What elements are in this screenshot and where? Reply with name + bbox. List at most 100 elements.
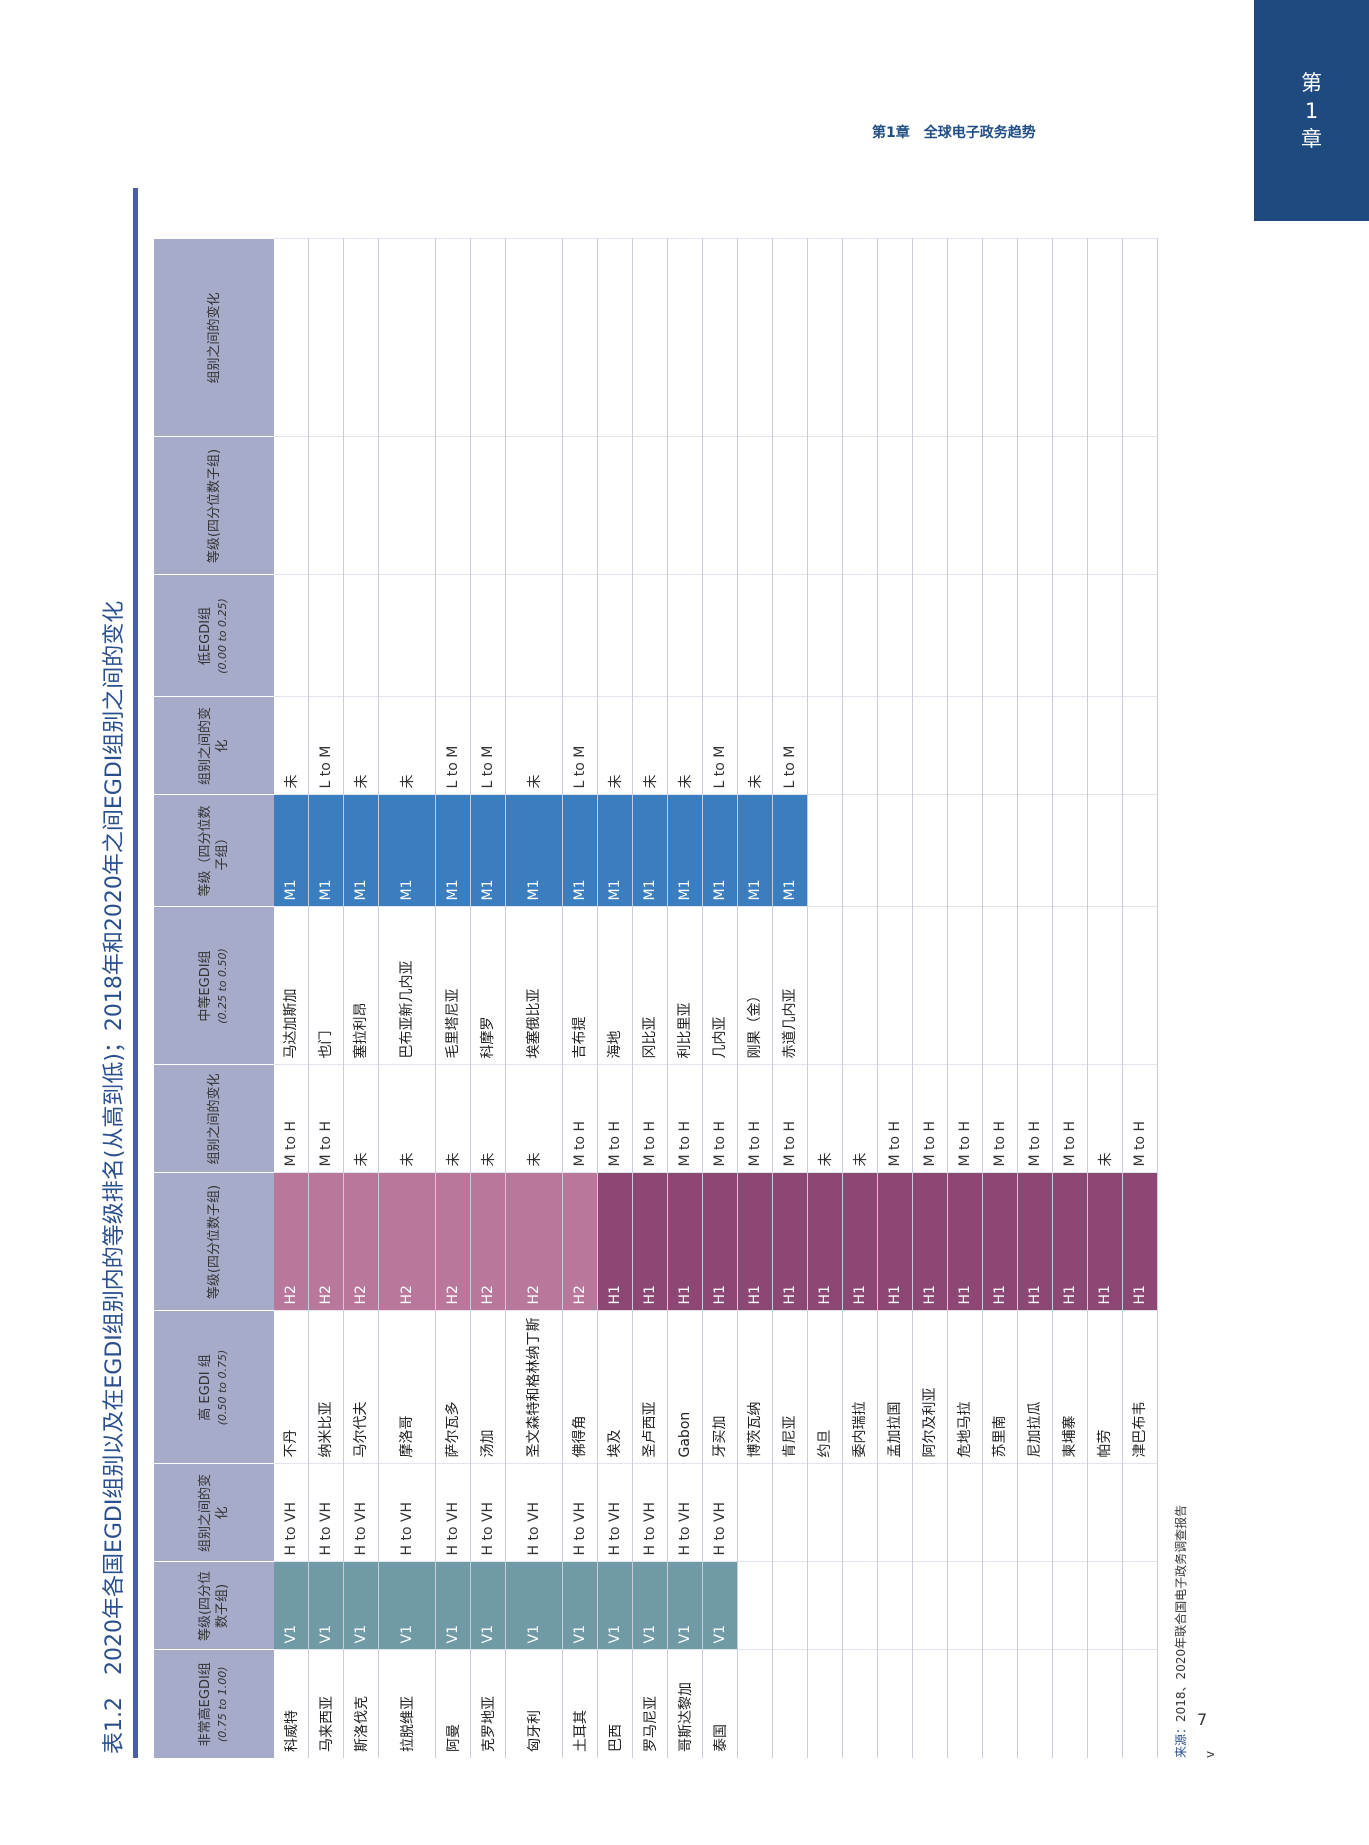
vh-level-cell (772, 1562, 808, 1650)
table-row: 柬埔寨 H1 M to H (1052, 239, 1088, 1758)
l-level-cell (597, 437, 633, 575)
l-change-cell (274, 239, 309, 437)
table-title-bar: 表1.2 2020年各国EGDI组别以及在EGDI组别内的等级排名(从高到低)；… (90, 188, 138, 1758)
m-level-cell: M1 (378, 795, 436, 907)
m-change-cell (1017, 697, 1053, 795)
l-country-cell (1052, 575, 1088, 697)
h-change-cell: M to H (912, 1065, 948, 1173)
header-l-group: 低EGDI组 (0.00 to 0.25) (154, 575, 274, 697)
l-change-cell (378, 239, 436, 437)
m-change-cell: L to M (435, 697, 471, 795)
vh-change-cell: H to VH (667, 1464, 703, 1562)
m-change-cell: L to M (470, 697, 506, 795)
chapter-tab: 第 1 章 (1254, 0, 1369, 221)
h-country-cell: Gabon (667, 1311, 703, 1464)
vh-change-cell: H to VH (274, 1464, 309, 1562)
h-change-cell: M to H (772, 1065, 808, 1173)
table-row: 科威特 V1 H to VH 不丹 H2 M to H 马达加斯加 M1 未 (274, 239, 309, 1758)
header-m-group: 中等EGDI组 (0.25 to 0.50) (154, 907, 274, 1065)
table-row: 帕劳 H1 未 (1087, 239, 1123, 1758)
vh-country-cell: 巴西 (597, 1650, 633, 1758)
vh-level-cell: V1 (632, 1562, 668, 1650)
l-country-cell (947, 575, 983, 697)
m-change-cell (947, 697, 983, 795)
h-country-cell: 马尔代夫 (343, 1311, 379, 1464)
l-country-cell (470, 575, 506, 697)
m-change-cell: 未 (378, 697, 436, 795)
m-country-cell: 塞拉利昂 (343, 907, 379, 1065)
l-level-cell (947, 437, 983, 575)
vh-change-cell (1122, 1464, 1158, 1562)
table-row: 孟加拉国 H1 M to H (877, 239, 913, 1758)
vh-change-cell (772, 1464, 808, 1562)
l-country-cell (1087, 575, 1123, 697)
vh-country-cell (912, 1650, 948, 1758)
l-country-cell (274, 575, 309, 697)
vh-change-cell (1052, 1464, 1088, 1562)
h-country-cell: 帕劳 (1087, 1311, 1123, 1464)
m-change-cell: 未 (597, 697, 633, 795)
footnote-mark: v (1203, 1750, 1217, 1758)
running-head: 第1章 全球电子政务趋势 (872, 125, 1036, 141)
h-level-cell: H2 (435, 1173, 471, 1311)
h-change-cell: M to H (308, 1065, 344, 1173)
h-change-cell: M to H (597, 1065, 633, 1173)
l-change-cell (343, 239, 379, 437)
header-h-level: 等级(四分位数子组) (154, 1173, 274, 1311)
l-country-cell (912, 575, 948, 697)
l-change-cell (597, 239, 633, 437)
l-change-cell (912, 239, 948, 437)
h-country-cell: 纳米比亚 (308, 1311, 344, 1464)
h-country-cell: 摩洛哥 (378, 1311, 436, 1464)
h-change-cell: 未 (505, 1065, 563, 1173)
header-vh-group: 非常高EGDI组 (0.75 to 1.00) (154, 1650, 274, 1758)
header-l-change: 组别之间的变化 (154, 239, 274, 437)
m-country-cell (982, 907, 1018, 1065)
h-change-cell: M to H (1017, 1065, 1053, 1173)
table-row: 泰国 V1 H to VH 牙买加 H1 M to H 几内亚 M1 L to M (702, 239, 738, 1758)
m-level-cell (842, 795, 878, 907)
h-level-cell: H1 (1087, 1173, 1123, 1311)
table-row: 哥斯达黎加 V1 H to VH Gabon H1 M to H 利比里亚 M1 未 (667, 239, 703, 1758)
h-country-cell: 尼加拉瓜 (1017, 1311, 1053, 1464)
m-change-cell (982, 697, 1018, 795)
vh-country-cell: 阿曼 (435, 1650, 471, 1758)
vh-country-cell (807, 1650, 843, 1758)
m-level-cell: M1 (562, 795, 598, 907)
vh-level-cell: V1 (343, 1562, 379, 1650)
h-level-cell: H2 (343, 1173, 379, 1311)
m-country-cell (842, 907, 878, 1065)
table-row: 危地马拉 H1 M to H (947, 239, 983, 1758)
m-country-cell: 毛里塔尼亚 (435, 907, 471, 1065)
h-country-cell: 萨尔瓦多 (435, 1311, 471, 1464)
l-change-cell (842, 239, 878, 437)
h-level-cell: H1 (807, 1173, 843, 1311)
vh-level-cell (807, 1562, 843, 1650)
m-level-cell: M1 (597, 795, 633, 907)
vh-country-cell (772, 1650, 808, 1758)
vh-change-cell: H to VH (378, 1464, 436, 1562)
vh-change-cell (982, 1464, 1018, 1562)
l-country-cell (807, 575, 843, 697)
table-row: 津巴布韦 H1 M to H (1122, 239, 1158, 1758)
vh-level-cell (947, 1562, 983, 1650)
table-row: 肯尼亚 H1 M to H 赤道几内亚 M1 L to M (772, 239, 808, 1758)
header-row: 非常高EGDI组 (0.75 to 1.00) 等级(四分位数子组) 组别之间的变… (154, 239, 274, 1758)
m-change-cell (1087, 697, 1123, 795)
l-level-cell (807, 437, 843, 575)
chapter-tab-line1: 第 (1301, 70, 1322, 95)
vh-change-cell (877, 1464, 913, 1562)
m-country-cell (1052, 907, 1088, 1065)
vh-country-cell: 罗马尼亚 (632, 1650, 668, 1758)
table-row: 巴西 V1 H to VH 埃及 H1 M to H 海地 M1 未 (597, 239, 633, 1758)
m-change-cell: 未 (667, 697, 703, 795)
vh-country-cell: 拉脱维亚 (378, 1650, 436, 1758)
vh-country-cell (842, 1650, 878, 1758)
h-country-cell: 佛得角 (562, 1311, 598, 1464)
h-country-cell: 汤加 (470, 1311, 506, 1464)
m-level-cell (947, 795, 983, 907)
m-change-cell: L to M (308, 697, 344, 795)
m-level-cell (912, 795, 948, 907)
m-level-cell (982, 795, 1018, 907)
m-level-cell: M1 (632, 795, 668, 907)
